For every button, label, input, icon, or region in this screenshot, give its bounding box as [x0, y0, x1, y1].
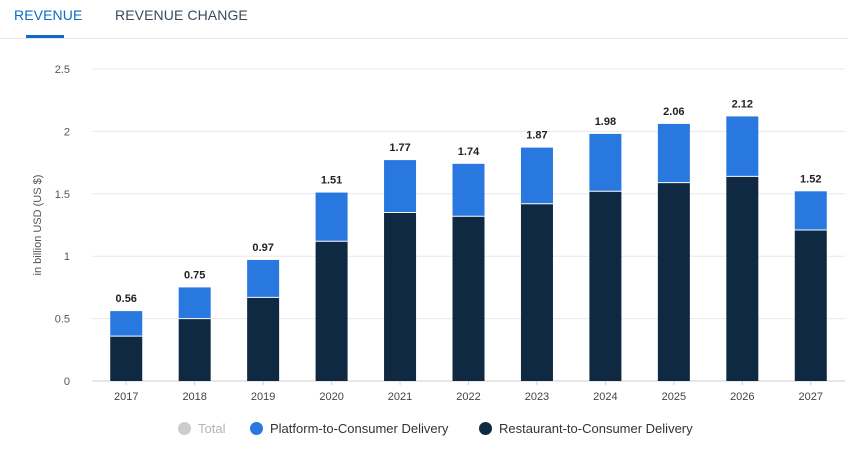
legend-restaurant-label: Restaurant-to-Consumer Delivery — [499, 421, 693, 436]
total-label-2019: 0.97 — [252, 242, 273, 254]
legend-item-total[interactable]: Total — [178, 421, 225, 436]
legend-total-label: Total — [198, 421, 226, 436]
total-label-2027: 1.52 — [800, 173, 821, 185]
bar-platform-2018 — [178, 287, 211, 319]
x-tick-label-2024: 2024 — [593, 391, 617, 403]
y-tick-label: 1 — [64, 251, 70, 263]
x-tick-label-2026: 2026 — [730, 391, 754, 403]
legend-platform-dot — [250, 422, 263, 435]
total-label-2021: 1.77 — [389, 142, 410, 154]
x-tick-label-2021: 2021 — [388, 391, 412, 403]
bar-restaurant-2025 — [657, 182, 690, 381]
chart-legend: Total Platform-to-Consumer Delivery Rest… — [0, 421, 848, 439]
tab-revenue-change[interactable]: REVENUE CHANGE — [115, 7, 248, 23]
total-label-2023: 1.87 — [526, 130, 547, 142]
total-label-2018: 0.75 — [184, 269, 205, 281]
x-tick-label-2018: 2018 — [182, 391, 206, 403]
legend-item-platform[interactable]: Platform-to-Consumer Delivery — [250, 421, 448, 436]
total-label-2025: 2.06 — [663, 106, 684, 118]
bar-restaurant-2017 — [110, 336, 143, 381]
y-tick-label: 1.5 — [55, 189, 70, 201]
y-axis-label: in billion USD (US $) — [32, 175, 44, 276]
bar-restaurant-2019 — [247, 297, 280, 381]
y-tick-label: 0 — [64, 376, 70, 388]
bar-platform-2022 — [452, 163, 485, 217]
bar-restaurant-2023 — [520, 203, 553, 381]
legend-total-dot — [178, 422, 191, 435]
total-label-2024: 1.98 — [595, 116, 616, 128]
bar-platform-2026 — [726, 116, 759, 177]
bar-platform-2019 — [247, 259, 280, 298]
bar-platform-2020 — [315, 192, 348, 242]
bar-restaurant-2021 — [384, 212, 417, 381]
bar-restaurant-2026 — [726, 176, 759, 381]
tab-bar: REVENUE REVENUE CHANGE — [0, 0, 848, 39]
y-tick-label: 0.5 — [55, 314, 70, 326]
total-label-2026: 2.12 — [732, 98, 753, 110]
x-tick-label-2027: 2027 — [799, 391, 823, 403]
x-tick-label-2022: 2022 — [456, 391, 480, 403]
revenue-chart: 00.511.522.5in billion USD (US $)0.56201… — [32, 64, 845, 403]
x-tick-label-2017: 2017 — [114, 391, 138, 403]
legend-restaurant-dot — [479, 422, 492, 435]
bar-restaurant-2020 — [315, 241, 348, 381]
bar-platform-2027 — [794, 191, 827, 230]
bar-platform-2023 — [520, 147, 553, 204]
bar-restaurant-2022 — [452, 216, 485, 381]
bar-platform-2024 — [589, 133, 622, 192]
tab-revenue[interactable]: REVENUE — [14, 7, 83, 23]
bar-platform-2021 — [384, 160, 417, 213]
x-tick-label-2025: 2025 — [662, 391, 686, 403]
x-tick-label-2023: 2023 — [525, 391, 549, 403]
total-label-2022: 1.74 — [458, 146, 480, 158]
legend-item-restaurant[interactable]: Restaurant-to-Consumer Delivery — [479, 421, 693, 436]
total-label-2017: 0.56 — [116, 293, 137, 305]
y-tick-label: 2.5 — [55, 64, 70, 76]
active-tab-indicator — [26, 35, 64, 38]
bar-platform-2017 — [110, 311, 143, 337]
legend-platform-label: Platform-to-Consumer Delivery — [270, 421, 449, 436]
total-label-2020: 1.51 — [321, 175, 342, 187]
x-tick-label-2020: 2020 — [319, 391, 343, 403]
bar-restaurant-2027 — [794, 229, 827, 381]
bar-restaurant-2024 — [589, 191, 622, 381]
bar-restaurant-2018 — [178, 318, 211, 381]
bar-platform-2025 — [657, 123, 690, 183]
x-tick-label-2019: 2019 — [251, 391, 275, 403]
y-tick-label: 2 — [64, 126, 70, 138]
